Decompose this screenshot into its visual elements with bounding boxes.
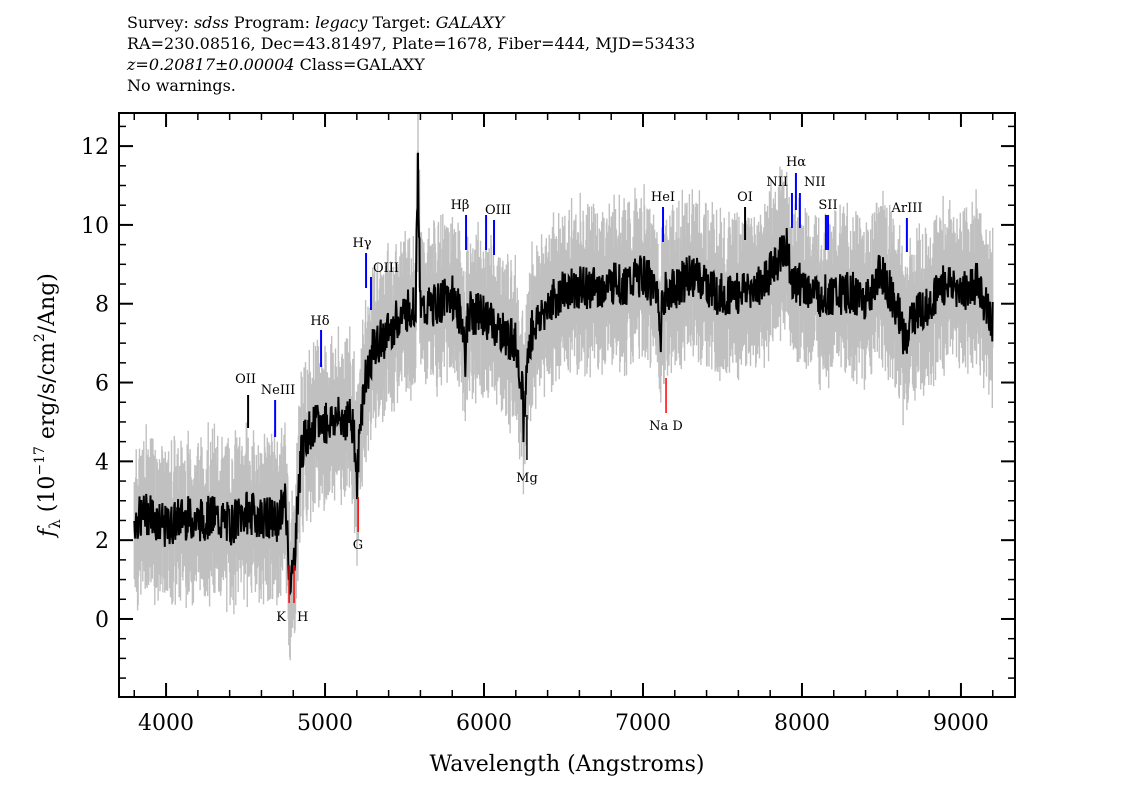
emission-line-label: Hα bbox=[786, 155, 806, 170]
emission-line-label: OIII bbox=[485, 203, 511, 218]
emission-line-label: OIII bbox=[373, 261, 399, 276]
program-label: Program: bbox=[233, 13, 310, 32]
x-tick-label: 8000 bbox=[774, 711, 830, 736]
y-tick-label: 4 bbox=[95, 450, 109, 475]
header-line-coords: RA=230.08516, Dec=43.81497, Plate=1678, … bbox=[127, 34, 696, 53]
target-label: Target: bbox=[372, 13, 431, 32]
header-line-redshift: z=0.20817±0.00004 Class=GALAXY bbox=[127, 54, 695, 75]
emission-line-label: Hδ bbox=[310, 314, 329, 329]
y-tick-label: 10 bbox=[81, 214, 109, 239]
y-axis-label: fλ (10−17 erg/s/cm2/Ang) bbox=[32, 273, 64, 539]
absorption-line-label: Na D bbox=[649, 419, 683, 434]
survey-value: sdss bbox=[193, 13, 229, 32]
y-tick-label: 2 bbox=[95, 529, 109, 554]
redshift-value: z=0.20817±0.00004 bbox=[127, 55, 295, 74]
x-tick-label: 7000 bbox=[615, 711, 671, 736]
x-tick-label: 9000 bbox=[933, 711, 989, 736]
y-tick-label: 8 bbox=[95, 293, 109, 318]
class-value: Class=GALAXY bbox=[299, 55, 425, 74]
emission-line-label: ArIII bbox=[890, 201, 922, 216]
survey-label: Survey: bbox=[127, 13, 189, 32]
flux-line bbox=[133, 152, 994, 596]
absorption-line-label: H bbox=[297, 610, 308, 625]
y-tick-label: 0 bbox=[95, 608, 109, 633]
program-value: legacy bbox=[315, 13, 368, 32]
emission-line-label: Hγ bbox=[352, 236, 371, 251]
plot-area bbox=[133, 113, 994, 661]
y-tick-label: 6 bbox=[95, 372, 109, 397]
target-value: GALAXY bbox=[435, 13, 505, 32]
header-line-warnings: No warnings. bbox=[127, 76, 236, 95]
emission-line-label: Hβ bbox=[451, 198, 470, 213]
y-tick-label: 12 bbox=[81, 135, 109, 160]
x-axis-label: Wavelength (Angstroms) bbox=[430, 752, 705, 777]
x-tick-label: 4000 bbox=[138, 711, 194, 736]
x-tick-label: 6000 bbox=[456, 711, 512, 736]
spectrum-header: Survey: sdss Program: legacy Target: GAL… bbox=[127, 12, 695, 96]
header-line-survey: Survey: sdss Program: legacy Target: GAL… bbox=[127, 12, 695, 33]
emission-line-label: NII bbox=[766, 175, 788, 190]
emission-line-label: HeI bbox=[651, 190, 675, 205]
absorption-line-label: K bbox=[276, 610, 286, 625]
emission-line-label: NeIII bbox=[261, 383, 295, 398]
absorption-line-label: G bbox=[353, 538, 363, 553]
emission-line-label: OI bbox=[737, 190, 753, 205]
plot-frame bbox=[118, 112, 1016, 698]
x-tick-label: 5000 bbox=[297, 711, 353, 736]
error-band bbox=[133, 113, 994, 661]
emission-line-label: SII bbox=[818, 198, 837, 213]
emission-line-label: OII bbox=[235, 372, 256, 387]
emission-line-label: NII bbox=[804, 175, 826, 190]
absorption-line-label: Mg bbox=[516, 471, 538, 486]
